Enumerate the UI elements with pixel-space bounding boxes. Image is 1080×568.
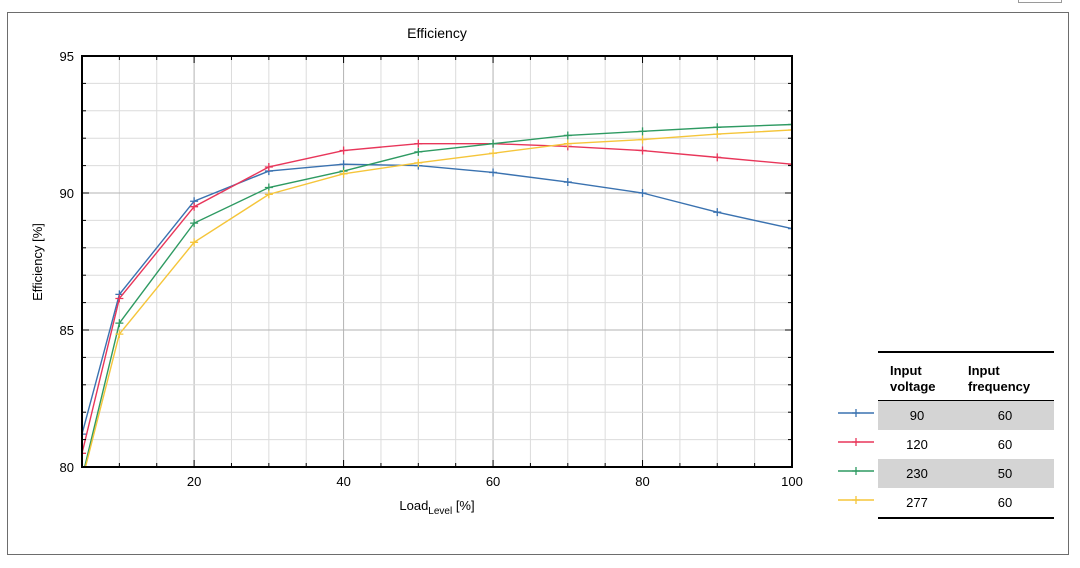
data-point-120 [638, 146, 647, 155]
legend-header-row: Input voltage Input frequency [878, 351, 1054, 401]
data-point-120 [414, 139, 423, 148]
frequency-cell: 60 [956, 400, 1054, 430]
data-point-277 [713, 130, 722, 139]
data-point-230 [115, 319, 124, 328]
chart-frame [7, 12, 1069, 555]
data-point-120 [788, 160, 792, 169]
data-point-90 [713, 208, 722, 217]
y-axis-label: Efficiency [%] [30, 223, 45, 301]
data-point-277 [563, 139, 572, 148]
data-point-277 [339, 169, 348, 178]
corner-tab [1018, 0, 1062, 3]
data-point-277 [78, 477, 86, 485]
data-point-120 [115, 294, 124, 303]
data-point-120 [264, 162, 273, 171]
header-frequency-line2: frequency [968, 379, 1031, 394]
data-point-90 [788, 224, 792, 233]
header-input-frequency: Input frequency [956, 351, 1054, 401]
plot-border [81, 55, 793, 468]
y-tick-label: 95 [60, 49, 74, 64]
data-point-230 [264, 183, 273, 192]
series-line-230 [83, 123, 792, 467]
x-axis-label-main: Load [399, 498, 428, 513]
data-point-120 [190, 202, 199, 211]
chart-title: Efficiency [407, 25, 467, 41]
data-point-230 [414, 147, 423, 156]
x-tick-label: 100 [781, 474, 803, 489]
voltage-cell: 120 [906, 437, 928, 452]
x-tick-label: 60 [486, 474, 500, 489]
data-point-90 [563, 178, 572, 187]
frequency-cell: 60 [956, 488, 1054, 519]
data-point-230 [713, 123, 722, 132]
data-point-120 [339, 146, 348, 155]
table-row: 277 60 [878, 488, 1054, 519]
data-point-230 [78, 474, 86, 482]
series-line-277 [84, 129, 792, 467]
data-point-277 [489, 149, 498, 158]
y-tick-label: 90 [60, 186, 74, 201]
y-tick-label: 85 [60, 323, 74, 338]
data-point-277 [788, 125, 792, 134]
series-layer [78, 120, 792, 485]
x-axis-label: LoadLevel [%] [399, 498, 474, 517]
data-point-90 [489, 168, 498, 177]
table-row: 90 60 [878, 400, 1054, 430]
data-point-277 [264, 190, 273, 199]
tick-layer: 20 40 60 80 100 80 85 90 95 [60, 49, 803, 489]
voltage-cell: 277 [878, 488, 956, 519]
grid-layer [82, 56, 792, 467]
x-tick-label: 80 [635, 474, 649, 489]
frequency-cell: 50 [956, 459, 1054, 488]
header-input-voltage: Input voltage [878, 351, 956, 401]
series-line-120 [82, 142, 792, 454]
header-voltage-line2: voltage [890, 379, 936, 394]
table-row: 230 50 [878, 459, 1054, 488]
legend-marker-90 [852, 409, 860, 417]
data-point-230 [563, 131, 572, 140]
legend-marker-230 [852, 467, 860, 475]
data-point-90 [339, 160, 348, 169]
legend-table: Input voltage Input frequency 90 60 120 60… [878, 351, 1054, 519]
data-point-230 [489, 139, 498, 148]
data-point-230 [638, 127, 647, 136]
frequency-cell: 60 [997, 437, 1013, 452]
x-tick-label: 20 [187, 474, 201, 489]
legend-marker-120 [852, 438, 860, 446]
series-line-90 [82, 163, 792, 435]
legend-markers [838, 409, 874, 504]
data-point-120 [713, 153, 722, 162]
data-point-277 [414, 158, 423, 167]
data-point-277 [115, 330, 124, 339]
table-row: 120 60 [878, 430, 1054, 459]
data-point-277 [190, 238, 199, 247]
header-frequency-line1: Input [968, 363, 1000, 378]
legend-marker-277 [852, 496, 860, 504]
header-voltage-line1: Input [890, 363, 922, 378]
data-point-120 [82, 449, 86, 458]
data-point-230 [190, 219, 199, 228]
voltage-cell: 90 [878, 400, 956, 430]
data-point-90 [638, 189, 647, 197]
data-point-277 [638, 135, 647, 144]
x-axis-label-suffix: [%] [452, 498, 474, 513]
data-point-90 [82, 430, 86, 439]
y-tick-label: 80 [60, 460, 74, 475]
data-point-230 [788, 120, 792, 129]
voltage-cell: 230 [878, 459, 956, 488]
x-tick-label: 40 [336, 474, 350, 489]
x-axis-label-subscript: Level [428, 506, 452, 517]
